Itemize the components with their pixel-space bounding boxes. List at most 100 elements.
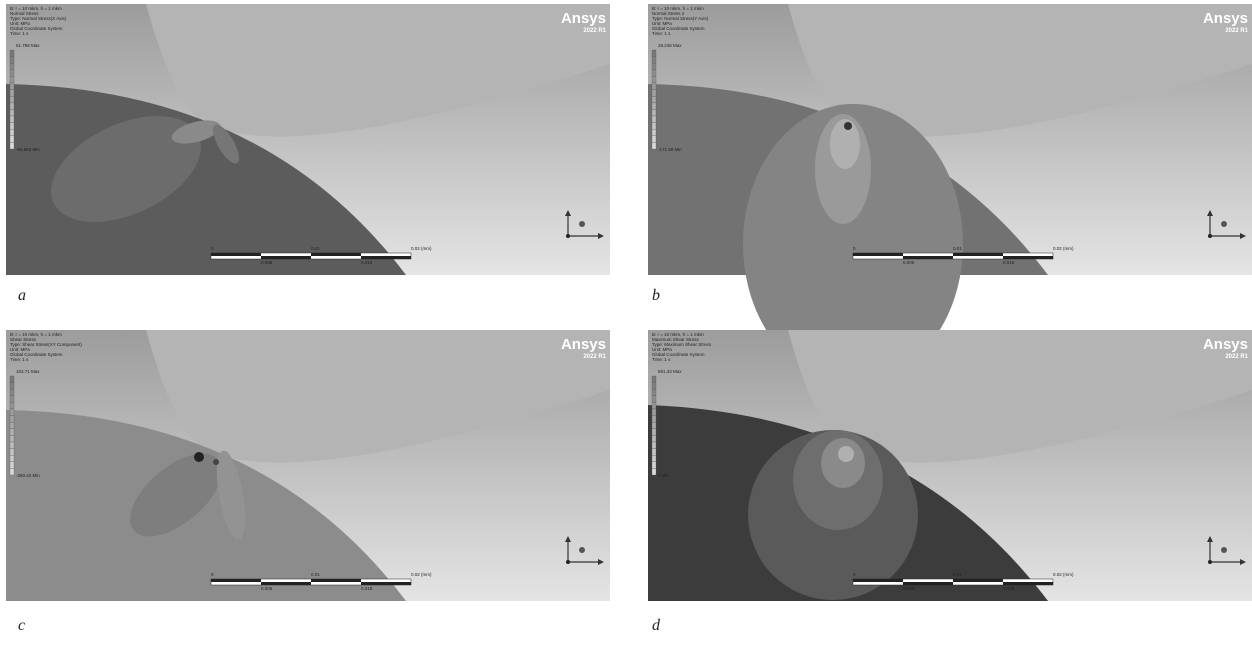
legend-band (10, 50, 14, 57)
scale-seg (361, 582, 411, 585)
legend-band (652, 409, 656, 416)
legend-min: 0 Min (658, 473, 670, 478)
logo: Ansys (561, 10, 606, 27)
legend-band (652, 383, 656, 390)
logo: Ansys (561, 336, 606, 353)
legend-min: -260.42 Min (16, 473, 40, 478)
scale-seg (211, 579, 261, 582)
legend-band (10, 76, 14, 83)
scale-label: 0.015 (1003, 260, 1015, 265)
panel-label: d (652, 617, 661, 634)
scale-label: 0.02 (mm) (411, 246, 432, 251)
contour (838, 446, 854, 462)
legend-band (10, 468, 14, 475)
header-line: Time: 1 s (10, 31, 29, 36)
scale-label: 0.005 (261, 586, 273, 591)
scale-seg (1003, 256, 1053, 259)
legend-band (10, 455, 14, 462)
legend-band (652, 442, 656, 449)
origin (1208, 560, 1212, 564)
legend-band (10, 123, 14, 130)
legend-band (10, 429, 14, 436)
legend-band (10, 449, 14, 456)
axis-z (1221, 547, 1227, 553)
legend-band (10, 109, 14, 116)
scale-seg (261, 256, 311, 259)
origin (1208, 234, 1212, 238)
version: 2022 R1 (583, 354, 606, 360)
scale-label: 0.01 (311, 246, 320, 251)
legend-band (652, 449, 656, 456)
legend-band (652, 455, 656, 462)
scale-seg (261, 582, 311, 585)
legend-band (10, 416, 14, 423)
legend-band (652, 90, 656, 97)
version: 2022 R1 (1225, 354, 1248, 360)
panel-label: b (652, 287, 660, 304)
version: 2022 R1 (583, 28, 606, 34)
legend-max: 163.71 Max (16, 369, 40, 374)
scale-seg (361, 256, 411, 259)
legend-band (10, 376, 14, 383)
legend-band (652, 76, 656, 83)
legend-band (652, 462, 656, 469)
legend-band (10, 442, 14, 449)
legend-band (652, 123, 656, 130)
scale-label: 0.01 (311, 572, 320, 577)
scale-seg (853, 579, 903, 582)
scale-label: 0.01 (953, 572, 962, 577)
scale-seg (903, 582, 953, 585)
scale-label: 0.015 (361, 586, 373, 591)
scale-label: 0.02 (mm) (1053, 572, 1074, 577)
legend-band (10, 422, 14, 429)
axis-z (1221, 221, 1227, 227)
scale-label: 0.02 (mm) (1053, 246, 1074, 251)
axis-z (579, 221, 585, 227)
legend-band (652, 103, 656, 110)
legend-band (10, 116, 14, 123)
legend-band (10, 70, 14, 77)
legend-band (652, 129, 656, 136)
scale-seg (311, 579, 361, 582)
legend-band (652, 96, 656, 103)
legend-band (652, 70, 656, 77)
legend-band (652, 50, 656, 57)
header-line: Time: 1 s (652, 31, 671, 36)
legend-band (10, 96, 14, 103)
scale-seg (211, 253, 261, 256)
scale-label: 0.02 (mm) (411, 572, 432, 577)
header-line: Time: 1 s (10, 357, 29, 362)
logo: Ansys (1203, 10, 1248, 27)
legend-band (652, 376, 656, 383)
legend-band (652, 435, 656, 442)
panel-label: a (18, 287, 26, 304)
legend-band (10, 435, 14, 442)
scale-seg (1003, 582, 1053, 585)
legend-band (652, 468, 656, 475)
legend-band (10, 57, 14, 64)
legend-band (10, 129, 14, 136)
legend-band (10, 389, 14, 396)
contour (213, 459, 219, 465)
legend-band (652, 402, 656, 409)
figure: B: r = 10 mkm, h = 1 mkmNormal StressTyp… (0, 0, 1252, 646)
legend-band (10, 402, 14, 409)
legend-band (652, 57, 656, 64)
legend-band (652, 396, 656, 403)
contours (748, 430, 918, 600)
contour (844, 122, 852, 130)
scale-seg (953, 253, 1003, 256)
scale-label: 0.005 (903, 260, 915, 265)
scale-label: 0.015 (361, 260, 373, 265)
legend-band (652, 83, 656, 90)
scale-label: 0.005 (261, 260, 273, 265)
logo: Ansys (1203, 336, 1248, 353)
legend-band (652, 109, 656, 116)
legend-max: 28.246 Max (658, 43, 682, 48)
scale-seg (953, 579, 1003, 582)
scale-label: 0.015 (1003, 586, 1015, 591)
panel-label: c (18, 617, 25, 634)
